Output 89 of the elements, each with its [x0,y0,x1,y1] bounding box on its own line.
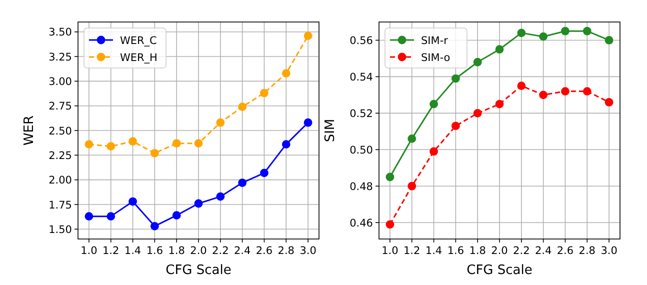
x-tick-label: 2.2 [212,245,229,257]
y-tick-label: 1.50 [48,224,72,236]
y-tick-label: 2.50 [48,125,72,138]
point [386,220,394,229]
point [473,58,482,66]
point [582,87,592,96]
x-tick-label: 1.4 [425,245,442,257]
legend-label: WER_C [120,34,157,47]
point [451,74,460,83]
x-tick-label: 3.0 [600,245,618,257]
point [194,139,203,148]
point [473,108,482,118]
point [517,82,526,90]
y-tick-label: 3.25 [48,51,72,64]
point [194,199,203,208]
point [106,212,116,221]
point [260,168,268,178]
legend-label: SIM-o [421,52,450,64]
point [408,182,416,190]
x-tick-label: 1.0 [382,245,398,257]
point [172,139,181,148]
y-tick-label: 0.50 [350,144,373,156]
x-tick-label: 2.4 [534,245,552,257]
x-tick-label: 2.6 [556,245,574,257]
point [106,142,116,150]
x-tick-label: 2.0 [491,245,508,257]
point [216,192,225,201]
point [238,178,247,187]
y-tick-label: 0.52 [350,108,373,120]
point [386,172,394,182]
point [304,118,312,127]
x-tick-label: 1.8 [168,245,185,257]
point [84,212,94,221]
point [451,122,460,130]
point [282,69,290,78]
point [604,36,614,44]
point [150,222,159,230]
point [128,197,137,206]
y-tick-label: 0.48 [350,180,373,193]
point [561,26,570,36]
point [517,28,526,38]
point [128,137,137,146]
x-axis-title: CFG Scale [466,263,532,278]
point [238,102,247,112]
point [172,211,181,220]
point [430,147,438,156]
x-tick-label: 2.8 [278,245,294,257]
y-tick-label: 3.50 [48,26,72,39]
x-tick-label: 1.8 [469,245,486,257]
y-tick-label: 1.75 [48,199,72,212]
y-tick-label: 2.00 [48,174,72,187]
point [150,148,159,158]
x-tick-label: 2.6 [256,245,273,257]
point [408,134,416,143]
y-axis-title: WER [22,115,37,146]
point [604,98,614,106]
point [260,88,268,98]
x-tick-label: 2.8 [578,245,596,257]
legend-label: SIM-r [421,34,449,47]
y-tick-label: 0.54 [350,72,374,84]
y-tick-label: 0.56 [350,35,374,48]
point [304,32,312,40]
x-tick-label: 2.4 [234,245,251,257]
y-tick-label: 0.46 [350,217,374,230]
point [561,87,570,96]
point [84,140,94,149]
y-tick-label: 3.00 [48,76,72,88]
x-tick-label: 1.4 [124,245,142,257]
y-tick-label: 2.25 [48,150,72,162]
x-tick-label: 2.0 [190,245,207,257]
point [539,32,548,41]
x-tick-label: 1.2 [102,245,120,257]
y-tick-label: 2.75 [48,100,72,113]
point [539,90,548,100]
point [430,100,438,108]
point [582,26,592,36]
point [282,140,290,149]
x-tick-label: 1.0 [80,245,98,257]
x-tick-label: 1.2 [404,245,420,257]
point [216,118,225,127]
x-tick-label: 2.2 [513,245,530,257]
x-tick-label: 1.6 [447,245,464,257]
legend-label: WER_H [120,52,158,64]
point [495,100,504,108]
x-tick-label: 1.6 [146,245,164,257]
x-tick-label: 3.0 [300,245,316,257]
point [495,45,504,54]
y-axis-title: SIM [323,118,338,142]
x-axis-title: CFG Scale [166,263,232,278]
